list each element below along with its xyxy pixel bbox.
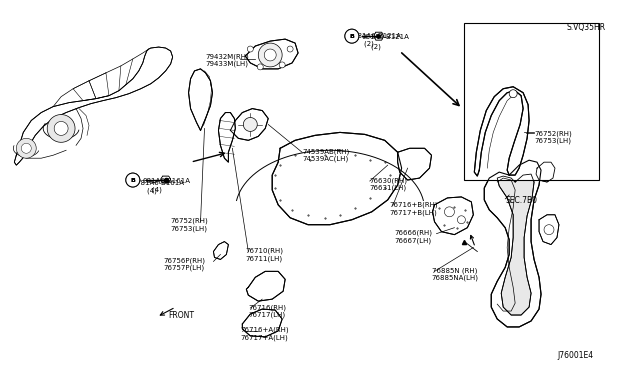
Polygon shape (218, 113, 236, 162)
Bar (465, 23, 599, 180)
Polygon shape (264, 49, 276, 61)
Polygon shape (272, 132, 402, 225)
Polygon shape (345, 29, 359, 43)
Polygon shape (126, 173, 140, 187)
Text: 76716+A(RH)
76717+A(LH): 76716+A(RH) 76717+A(LH) (241, 327, 289, 341)
Polygon shape (544, 225, 554, 235)
Polygon shape (433, 197, 474, 235)
Polygon shape (230, 109, 268, 140)
Polygon shape (474, 87, 529, 176)
Polygon shape (21, 143, 31, 153)
Text: J76001E4: J76001E4 (557, 351, 593, 360)
Polygon shape (539, 215, 559, 244)
Polygon shape (374, 32, 384, 40)
Polygon shape (214, 241, 228, 259)
Polygon shape (17, 138, 36, 158)
Polygon shape (497, 174, 534, 315)
Polygon shape (397, 148, 431, 180)
Text: 76710(RH)
76711(LH): 76710(RH) 76711(LH) (245, 247, 284, 262)
Text: B: B (349, 33, 355, 39)
Text: (4): (4) (143, 187, 162, 193)
Polygon shape (126, 173, 140, 187)
Polygon shape (509, 90, 517, 98)
Polygon shape (247, 46, 253, 52)
Text: B: B (349, 33, 355, 39)
Text: 76885N (RH)
76885NA(LH): 76885N (RH) 76885NA(LH) (431, 267, 479, 281)
Text: S.VQ35HR: S.VQ35HR (567, 23, 606, 32)
Text: °81A6-B121A
    (2): °81A6-B121A (2) (355, 33, 402, 46)
Text: FRONT: FRONT (169, 311, 195, 320)
Text: 081A6-B161A: 081A6-B161A (143, 178, 191, 184)
Text: °81A6-B161A
    (4): °81A6-B161A (4) (138, 180, 185, 193)
Polygon shape (536, 162, 555, 182)
Polygon shape (444, 207, 454, 217)
Polygon shape (246, 271, 285, 301)
Polygon shape (243, 309, 282, 337)
Polygon shape (484, 160, 541, 327)
Polygon shape (47, 115, 75, 142)
Polygon shape (287, 46, 293, 52)
Text: 76756P(RH)
76757P(LH): 76756P(RH) 76757P(LH) (164, 257, 205, 272)
Polygon shape (279, 62, 285, 68)
Polygon shape (345, 29, 359, 43)
Text: B: B (131, 177, 135, 183)
Text: 76716(RH)
76717(LH): 76716(RH) 76717(LH) (248, 304, 286, 318)
Polygon shape (14, 47, 173, 165)
Text: SEC.7B0: SEC.7B0 (505, 196, 537, 205)
Text: (2): (2) (362, 43, 381, 49)
Text: 76752(RH)
76753(LH): 76752(RH) 76753(LH) (534, 131, 572, 144)
Text: 79432M(RH)
79433M(LH): 79432M(RH) 79433M(LH) (205, 53, 249, 67)
Text: 76666(RH)
76667(LH): 76666(RH) 76667(LH) (395, 230, 433, 244)
Polygon shape (257, 64, 263, 70)
Text: 76630(RH)
76631(LH): 76630(RH) 76631(LH) (370, 177, 408, 191)
Text: 74539AB(RH)
74539AC(LH): 74539AB(RH) 74539AC(LH) (302, 148, 349, 162)
Polygon shape (161, 176, 171, 183)
Text: 081A6-B121A: 081A6-B121A (362, 34, 410, 40)
Polygon shape (245, 39, 298, 69)
Polygon shape (189, 69, 212, 131)
Polygon shape (54, 122, 68, 135)
Text: 76716+B(RH)
76717+B(LH): 76716+B(RH) 76717+B(LH) (390, 202, 438, 216)
Polygon shape (243, 118, 257, 131)
Text: B: B (131, 177, 135, 183)
Text: 76752(RH)
76753(LH): 76752(RH) 76753(LH) (171, 218, 209, 232)
Polygon shape (259, 43, 282, 67)
Polygon shape (458, 216, 465, 224)
